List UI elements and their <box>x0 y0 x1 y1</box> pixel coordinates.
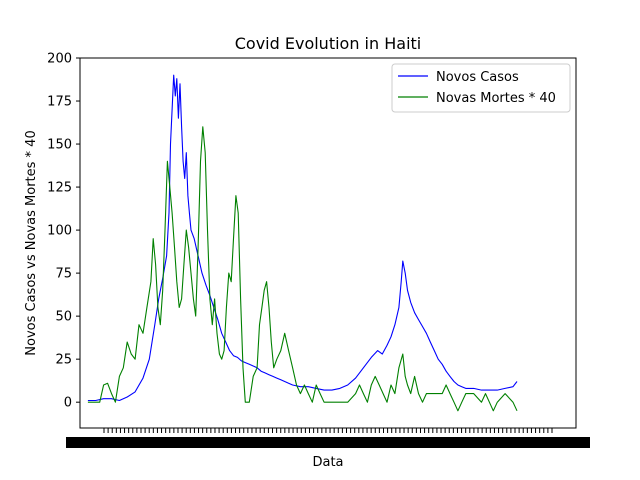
y-tick-label: 75 <box>55 267 72 282</box>
plot-frame <box>79 57 577 429</box>
y-tick-label: 150 <box>47 138 72 153</box>
y-tick-label: 125 <box>47 181 72 196</box>
plot-area <box>80 58 576 428</box>
y-tick-label: 25 <box>55 353 72 368</box>
y-tick-label: 100 <box>47 224 72 239</box>
y-axis-label: Novos Casos vs Novas Mortes * 40 <box>24 130 39 355</box>
y-axis-ticks: 0 25 50 75 100 125 150 175 200 <box>47 52 80 411</box>
x-axis-label: Data <box>312 455 343 470</box>
y-tick-label: 200 <box>47 52 72 67</box>
legend-label-novas-mortes: Novas Mortes * 40 <box>436 91 556 106</box>
x-tick-labels-overlap <box>66 437 590 448</box>
x-axis-ticks <box>66 428 590 448</box>
y-tick-label: 50 <box>55 310 72 325</box>
legend: Novos Casos Novas Mortes * 40 <box>391 63 571 113</box>
chart-title: Covid Evolution in Haiti <box>235 34 421 53</box>
series-line-0 <box>87 74 518 402</box>
legend-label-novos-casos: Novos Casos <box>436 70 519 85</box>
legend-box <box>391 63 571 113</box>
series-line-1 <box>87 126 518 412</box>
y-tick-label: 175 <box>47 95 72 110</box>
series-layer <box>87 74 518 412</box>
y-tick-label: 0 <box>64 396 72 411</box>
